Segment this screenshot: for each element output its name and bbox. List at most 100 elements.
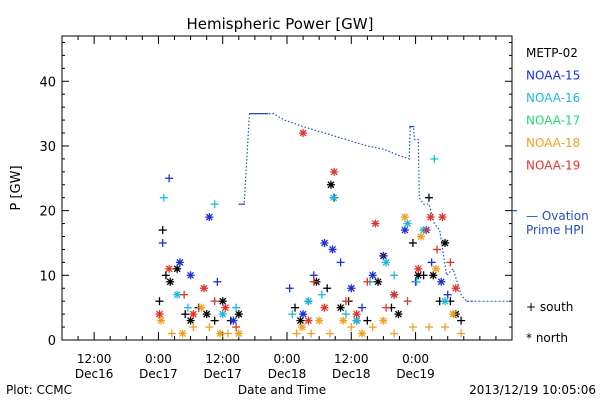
y-axis: 0 10 20 30 40 bbox=[39, 41, 512, 349]
data-point-noaa-18 bbox=[292, 329, 301, 338]
data-point-noaa-19 bbox=[382, 303, 391, 312]
data-point-noaa-18 bbox=[234, 329, 243, 338]
data-point-noaa-15 bbox=[186, 271, 195, 280]
marker-stroke bbox=[339, 317, 347, 325]
data-point-noaa-19 bbox=[414, 264, 423, 273]
data-point-noaa-16 bbox=[390, 271, 399, 280]
data-point-metp-02 bbox=[296, 316, 305, 325]
data-point-noaa-18 bbox=[325, 329, 334, 338]
data-point-noaa-18 bbox=[379, 316, 388, 325]
data-point-noaa-18 bbox=[347, 323, 356, 332]
data-point-noaa-18 bbox=[224, 329, 233, 338]
x-tick-label-day: Dec16 bbox=[75, 367, 114, 381]
data-point-metp-02 bbox=[441, 238, 450, 247]
data-point-noaa-19 bbox=[363, 277, 372, 286]
data-point-metp-02 bbox=[323, 284, 332, 293]
data-point-noaa-16 bbox=[341, 310, 350, 319]
x-tick-label-time: 0:00 bbox=[274, 352, 301, 366]
marker-stroke bbox=[219, 297, 227, 305]
data-point-noaa-18 bbox=[307, 329, 316, 338]
legend-item-noaa-18: NOAA-18 bbox=[526, 136, 580, 150]
data-point-noaa-15 bbox=[443, 290, 452, 299]
data-point-noaa-18 bbox=[157, 316, 166, 325]
data-point-noaa-16 bbox=[412, 277, 421, 286]
marker-stroke bbox=[358, 330, 366, 337]
data-point-noaa-18 bbox=[197, 303, 206, 312]
x-tick-label-time: 0:00 bbox=[402, 352, 429, 366]
marker-stroke bbox=[441, 239, 449, 247]
data-point-metp-02 bbox=[374, 277, 383, 286]
marker-stroke bbox=[427, 213, 435, 221]
data-point-noaa-18 bbox=[449, 310, 458, 319]
data-point-metp-02 bbox=[181, 310, 190, 319]
data-point-noaa-19 bbox=[371, 219, 380, 228]
marker-stroke bbox=[437, 278, 445, 286]
data-point-noaa-18 bbox=[424, 323, 433, 332]
marker-stroke bbox=[200, 284, 208, 292]
marker-stroke bbox=[235, 310, 243, 318]
data-point-noaa-19 bbox=[165, 264, 174, 273]
marker-legend: + south * north bbox=[526, 300, 573, 345]
data-point-metp-02 bbox=[457, 316, 466, 325]
data-point-noaa-15 bbox=[328, 245, 337, 254]
marker-stroke bbox=[203, 310, 211, 318]
marker-stroke bbox=[298, 323, 306, 331]
marker-stroke bbox=[329, 245, 336, 253]
data-point-noaa-18 bbox=[178, 329, 187, 338]
marker-stroke bbox=[382, 258, 390, 266]
data-point-metp-02 bbox=[394, 310, 403, 319]
marker-stroke bbox=[417, 233, 425, 240]
marker-stroke bbox=[353, 317, 361, 325]
data-markers bbox=[155, 129, 466, 338]
data-point-noaa-19 bbox=[232, 323, 241, 332]
data-point-metp-02 bbox=[363, 316, 372, 325]
marker-stroke bbox=[337, 304, 345, 312]
data-point-noaa-19 bbox=[426, 213, 435, 222]
x-axis-label: Date and Time bbox=[238, 383, 326, 397]
y-tick-label: 10 bbox=[39, 269, 56, 284]
data-point-metp-02 bbox=[161, 271, 170, 280]
data-point-noaa-19 bbox=[180, 290, 189, 299]
data-point-noaa-16 bbox=[403, 219, 412, 228]
data-point-metp-02 bbox=[186, 316, 195, 325]
data-point-noaa-15 bbox=[158, 238, 167, 247]
data-point-noaa-15 bbox=[379, 251, 388, 260]
data-point-noaa-16 bbox=[288, 310, 297, 319]
marker-stroke bbox=[390, 291, 398, 299]
data-point-noaa-19 bbox=[330, 167, 339, 176]
data-point-metp-02 bbox=[173, 264, 182, 273]
data-point-noaa-19 bbox=[210, 297, 219, 306]
marker-stroke bbox=[432, 265, 440, 273]
data-point-noaa-16 bbox=[430, 154, 439, 163]
marker-stroke bbox=[401, 226, 409, 234]
data-point-metp-02 bbox=[218, 297, 227, 306]
marker-stroke bbox=[173, 291, 181, 299]
y-tick-label: 30 bbox=[39, 140, 56, 155]
data-point-noaa-16 bbox=[232, 303, 241, 312]
marker-stroke bbox=[449, 310, 457, 318]
data-point-noaa-15 bbox=[427, 258, 436, 267]
marker-stroke bbox=[315, 317, 323, 325]
marker-stroke bbox=[166, 278, 174, 286]
data-point-noaa-19 bbox=[320, 303, 329, 312]
marker-stroke bbox=[157, 317, 165, 325]
data-point-noaa-18 bbox=[315, 316, 324, 325]
plot-timestamp: 2013/12/19 10:05:06 bbox=[469, 383, 596, 397]
data-point-metp-02 bbox=[408, 238, 417, 247]
data-point-noaa-18 bbox=[457, 329, 466, 338]
data-point-metp-02 bbox=[336, 303, 345, 312]
marker-stroke bbox=[296, 317, 304, 325]
data-point-noaa-16 bbox=[210, 200, 219, 209]
marker-stroke bbox=[330, 168, 338, 176]
x-tick-label-time: 12:00 bbox=[334, 352, 369, 366]
data-point-noaa-19 bbox=[446, 258, 455, 267]
marker-stroke bbox=[379, 317, 387, 325]
data-point-metp-02 bbox=[234, 310, 243, 319]
marker-stroke bbox=[197, 304, 205, 312]
data-point-metp-02 bbox=[210, 316, 219, 325]
data-point-noaa-18 bbox=[400, 213, 409, 222]
marker-stroke bbox=[299, 129, 307, 137]
data-point-noaa-16 bbox=[382, 258, 391, 267]
x-axis: 12:00Dec160:00Dec1712:00Dec170:00Dec1812… bbox=[75, 36, 497, 381]
